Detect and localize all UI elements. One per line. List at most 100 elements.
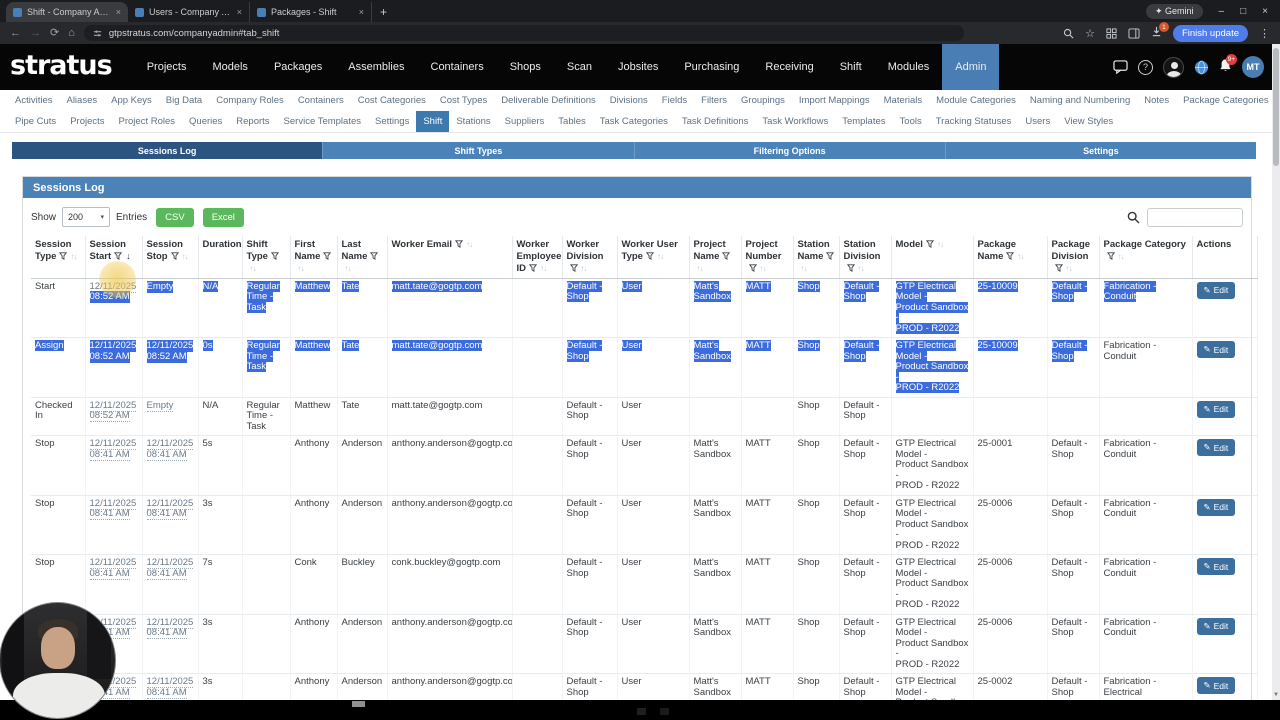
help-icon[interactable]: ?: [1138, 59, 1153, 75]
subnav-item[interactable]: Package Categories: [1183, 95, 1269, 106]
window-close-button[interactable]: ×: [1262, 5, 1268, 17]
column-header-duration[interactable]: Duration: [198, 236, 243, 279]
date-link[interactable]: 08:41 AM: [146, 627, 187, 640]
column-header-station-name[interactable]: Station Name↑↓: [793, 236, 840, 279]
csv-button[interactable]: CSV: [156, 207, 194, 227]
sort-icon[interactable]: ↑↓: [580, 263, 588, 273]
sort-icon[interactable]: ↑↓: [936, 240, 944, 249]
edit-button[interactable]: ✎ Edit: [1196, 677, 1236, 695]
subnav-item[interactable]: Groupings: [741, 95, 785, 106]
sort-icon[interactable]: ↑↓: [181, 251, 189, 261]
filter-icon[interactable]: [645, 252, 655, 260]
sort-icon[interactable]: ↑↓: [297, 263, 305, 273]
bookmark-star-icon[interactable]: ☆: [1085, 27, 1095, 40]
filter-icon[interactable]: [748, 264, 757, 272]
filter-icon[interactable]: [323, 252, 332, 260]
edit-button[interactable]: ✎ Edit: [1196, 281, 1236, 299]
filter-icon[interactable]: [846, 264, 855, 272]
subnav-item[interactable]: Containers: [297, 95, 344, 106]
sort-icon[interactable]: ↑↓: [466, 240, 473, 249]
subnav-item[interactable]: Templates: [842, 116, 886, 127]
user-initials-avatar[interactable]: MT: [1242, 56, 1264, 78]
subnav-item[interactable]: Tracking Statuses: [935, 116, 1012, 127]
filter-icon[interactable]: [1054, 264, 1063, 272]
main-nav-item[interactable]: Receiving: [765, 61, 814, 73]
user-avatar-photo[interactable]: [1163, 56, 1184, 78]
column-header-first-name[interactable]: First Name↑↓: [290, 236, 338, 279]
subnav-item[interactable]: Project Roles: [118, 116, 176, 127]
subnav-item[interactable]: Fields: [661, 95, 688, 106]
window-maximize-button[interactable]: □: [1240, 5, 1247, 17]
search-page-icon[interactable]: [1063, 28, 1074, 39]
main-nav-item[interactable]: Shift: [839, 61, 862, 73]
date-link[interactable]: 08:41 AM: [146, 686, 187, 699]
date-link[interactable]: 08:52 AM: [89, 410, 130, 423]
filter-icon[interactable]: [114, 252, 123, 260]
date-link[interactable]: 12/11/2025: [89, 676, 137, 689]
date-link[interactable]: 12/11/2025: [89, 616, 137, 629]
main-nav-item[interactable]: Assemblies: [348, 61, 405, 73]
scrollbar-down-arrow[interactable]: ▼: [1273, 692, 1279, 698]
home-icon[interactable]: ⌂: [68, 26, 75, 39]
main-nav-item[interactable]: Packages: [273, 61, 323, 73]
reload-icon[interactable]: ⟳: [50, 26, 60, 39]
column-header-station-division[interactable]: Station Division↑↓: [839, 236, 892, 279]
column-header-project-name[interactable]: Project Name↑↓: [689, 236, 742, 279]
sort-icon[interactable]: ↑↓: [800, 263, 808, 273]
subnav-item[interactable]: Shift: [416, 111, 450, 132]
chat-icon[interactable]: [1113, 60, 1128, 74]
subnav-item[interactable]: Projects: [70, 116, 105, 127]
downloads-icon[interactable]: 1: [1151, 22, 1169, 40]
browser-tab[interactable]: Shift - Company Admin ×: [6, 2, 128, 22]
subnav-item[interactable]: Task Workflows: [762, 116, 829, 127]
edit-button[interactable]: ✎ Edit: [1196, 498, 1236, 516]
side-panel-icon[interactable]: [1128, 27, 1140, 39]
sort-icon[interactable]: ↑↓: [696, 263, 704, 273]
edit-button[interactable]: ✎ Edit: [1196, 341, 1236, 359]
address-bar[interactable]: gtpstratus.com/companyadmin#tab_shift: [83, 25, 964, 41]
window-minimize-button[interactable]: –: [1218, 5, 1225, 17]
date-link[interactable]: 12/11/2025: [146, 616, 194, 629]
date-link[interactable]: 12/11/2025: [89, 399, 137, 412]
column-header-package-division[interactable]: Package Division↑↓: [1047, 236, 1100, 279]
subnav-item[interactable]: App Keys: [111, 95, 152, 106]
section-tab[interactable]: Sessions Log: [12, 142, 324, 159]
sort-icon[interactable]: ↑↓: [249, 263, 257, 273]
column-header-package-name[interactable]: Package Name ↑↓: [973, 236, 1048, 279]
date-link[interactable]: 08:52 AM: [146, 350, 187, 363]
filter-icon[interactable]: [59, 252, 68, 260]
browser-tab[interactable]: Packages - Shift ×: [250, 2, 372, 22]
date-link[interactable]: 08:52 AM: [89, 350, 130, 363]
date-link[interactable]: 12/11/2025: [146, 438, 194, 451]
search-input[interactable]: [1147, 207, 1243, 227]
main-nav-item[interactable]: Jobsites: [617, 61, 659, 73]
filter-icon[interactable]: [454, 240, 464, 249]
date-link[interactable]: 08:41 AM: [89, 448, 130, 461]
gemini-button[interactable]: ✦ Gemini: [1145, 3, 1203, 19]
main-nav-item[interactable]: Containers: [430, 61, 484, 73]
subnav-item[interactable]: Reports: [236, 116, 270, 127]
new-tab-button[interactable]: +: [380, 5, 388, 19]
date-link[interactable]: 12/11/2025: [89, 340, 137, 353]
sort-icon[interactable]: ↑↓: [857, 263, 865, 273]
excel-button[interactable]: Excel: [202, 207, 244, 227]
date-link[interactable]: 08:41 AM: [146, 508, 187, 521]
filter-icon[interactable]: [925, 240, 935, 249]
date-link[interactable]: 08:41 AM: [89, 686, 130, 699]
subnav-item[interactable]: Filters: [701, 95, 728, 106]
date-link[interactable]: 12/11/2025: [89, 497, 137, 510]
subnav-item[interactable]: Module Categories: [936, 95, 1016, 106]
subnav-item[interactable]: View Styles: [1064, 116, 1114, 127]
date-link[interactable]: 08:41 AM: [89, 567, 130, 580]
sort-icon[interactable]: ↑↓: [759, 263, 767, 273]
finish-update-button[interactable]: Finish update: [1172, 24, 1248, 42]
subnav-item[interactable]: Divisions: [609, 95, 648, 106]
date-link[interactable]: 12/11/2025: [89, 438, 137, 451]
edit-button[interactable]: ✎ Edit: [1196, 558, 1236, 576]
subnav-item[interactable]: Stations: [456, 116, 491, 127]
date-link[interactable]: 12/11/2025: [146, 676, 194, 689]
subnav-item[interactable]: Suppliers: [504, 116, 545, 127]
subnav-item[interactable]: Settings: [375, 116, 410, 127]
subnav-item[interactable]: Import Mappings: [798, 95, 870, 106]
column-header-worker-division[interactable]: Worker Division↑↓: [562, 236, 618, 279]
